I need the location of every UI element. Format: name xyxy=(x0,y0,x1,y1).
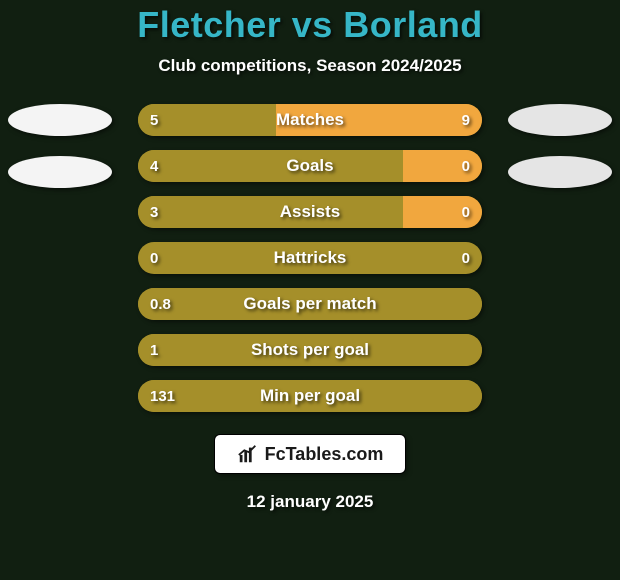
page-title: Fletcher vs Borland xyxy=(137,4,483,46)
right-team-logo-1 xyxy=(508,104,612,136)
bar-left-value: 3 xyxy=(150,196,158,228)
stat-bar: Min per goal131 xyxy=(138,380,482,412)
bar-label: Matches xyxy=(138,104,482,136)
bar-left-value: 0 xyxy=(150,242,158,274)
bar-label: Assists xyxy=(138,196,482,228)
chart-icon xyxy=(237,443,259,465)
date-text: 12 january 2025 xyxy=(247,492,374,512)
stat-bar: Matches5 9 xyxy=(138,104,482,136)
left-logos-column xyxy=(0,104,120,208)
bar-label: Hattricks xyxy=(138,242,482,274)
chart-zone: Matches59Goals40Assists30Hattricks00Goal… xyxy=(0,104,620,412)
bar-label: Goals xyxy=(138,150,482,182)
brand-box: FcTables.com xyxy=(214,434,407,474)
bar-right-value: 0 xyxy=(462,242,470,274)
right-team-logo-2 xyxy=(508,156,612,188)
comparison-infographic: Fletcher vs Borland Club competitions, S… xyxy=(0,0,620,580)
stat-bar: Assists3 0 xyxy=(138,196,482,228)
brand-text: FcTables.com xyxy=(265,444,384,465)
bar-left-value: 1 xyxy=(150,334,158,366)
bar-left-value: 131 xyxy=(150,380,175,412)
bar-right-value: 9 xyxy=(462,104,470,136)
bar-left-value: 4 xyxy=(150,150,158,182)
bar-label: Shots per goal xyxy=(138,334,482,366)
left-team-logo-2 xyxy=(8,156,112,188)
bar-label: Goals per match xyxy=(138,288,482,320)
bar-left-value: 0.8 xyxy=(150,288,171,320)
bar-right-value: 0 xyxy=(462,150,470,182)
stat-bar: Shots per goal1 xyxy=(138,334,482,366)
stat-bar: Goals4 0 xyxy=(138,150,482,182)
left-team-logo-1 xyxy=(8,104,112,136)
page-subtitle: Club competitions, Season 2024/2025 xyxy=(158,56,461,76)
bar-left-value: 5 xyxy=(150,104,158,136)
bars-container: Matches59Goals40Assists30Hattricks00Goal… xyxy=(138,104,482,412)
bar-label: Min per goal xyxy=(138,380,482,412)
stat-bar: Goals per match0.8 xyxy=(138,288,482,320)
stat-bar: Hattricks0 0 xyxy=(138,242,482,274)
bar-right-value: 0 xyxy=(462,196,470,228)
right-logos-column xyxy=(500,104,620,208)
